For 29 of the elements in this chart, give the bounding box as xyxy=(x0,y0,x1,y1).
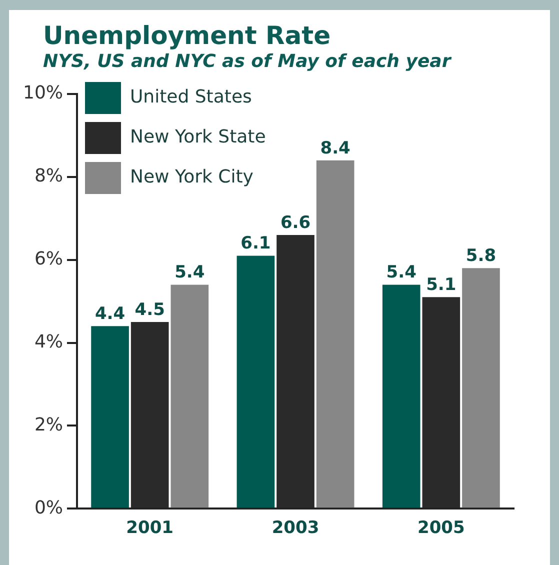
data-label: 8.4 xyxy=(320,138,351,158)
bar xyxy=(170,284,209,508)
data-label: 4.4 xyxy=(94,304,126,324)
bar xyxy=(316,160,354,508)
bar xyxy=(236,256,275,508)
legend-label: New York State xyxy=(130,126,266,148)
data-label: 5.1 xyxy=(426,275,456,296)
bar xyxy=(462,268,500,508)
data-label: 5.4 xyxy=(174,262,205,283)
y-tick-label: 10% xyxy=(22,82,64,104)
bar xyxy=(91,326,129,508)
legend-label: United States xyxy=(130,86,252,108)
chart-title: Unemployment Rate xyxy=(43,21,332,50)
y-tick-label: 6% xyxy=(34,248,64,270)
data-label: 6.6 xyxy=(280,212,311,233)
x-tick-label: 2001 xyxy=(126,518,174,538)
y-tick-label: 8% xyxy=(34,166,64,187)
y-tick-label: 2% xyxy=(34,414,64,436)
data-label: 5.8 xyxy=(466,246,496,266)
bar xyxy=(382,284,420,508)
data-label: 5.4 xyxy=(386,262,417,283)
data-label: 6.1 xyxy=(240,234,271,254)
x-tick-label: 2005 xyxy=(418,518,465,538)
legend-label: New York City xyxy=(130,166,254,188)
x-tick-label: 2003 xyxy=(272,518,320,538)
data-label: 4.5 xyxy=(134,300,165,320)
y-tick-label: 0% xyxy=(34,497,64,518)
y-tick-label: 4% xyxy=(34,331,64,352)
chart-subtitle: NYS, US and NYC as of May of each year xyxy=(43,50,453,74)
